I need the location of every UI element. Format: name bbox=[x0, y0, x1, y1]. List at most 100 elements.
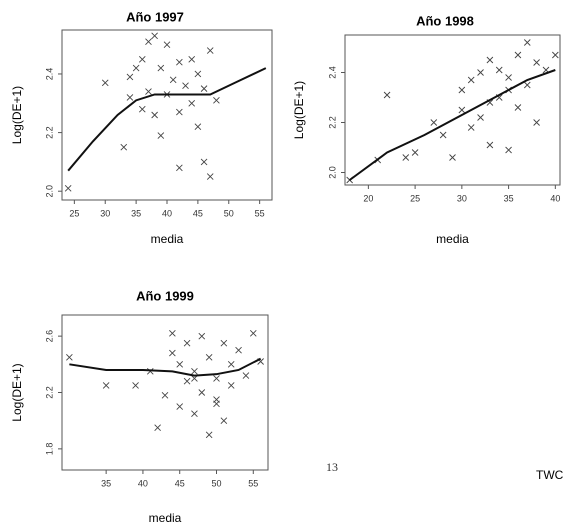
chart-title: Año 1997 bbox=[126, 9, 184, 24]
point bbox=[169, 329, 176, 337]
x-tick-label: 30 bbox=[100, 208, 110, 218]
y-tick-label: 2.0 bbox=[44, 185, 54, 198]
x-tick-label: 45 bbox=[175, 478, 185, 488]
point bbox=[161, 391, 169, 399]
point bbox=[154, 424, 161, 432]
point bbox=[514, 51, 522, 59]
point bbox=[176, 164, 183, 172]
x-axis-label: media bbox=[151, 232, 184, 246]
point bbox=[64, 184, 72, 192]
point bbox=[182, 82, 189, 90]
point bbox=[183, 377, 191, 385]
x-tick-label: 30 bbox=[457, 193, 467, 203]
point bbox=[235, 346, 242, 354]
point bbox=[552, 51, 559, 59]
x-axis-label: media bbox=[436, 232, 469, 246]
point bbox=[486, 141, 494, 149]
point bbox=[176, 58, 183, 66]
point bbox=[120, 143, 128, 151]
x-tick-label: 25 bbox=[69, 208, 79, 218]
point bbox=[533, 59, 540, 66]
y-tick-label: 2.2 bbox=[44, 126, 54, 139]
point bbox=[157, 132, 165, 139]
x-tick-label: 45 bbox=[193, 208, 203, 218]
x-tick-label: 40 bbox=[550, 193, 560, 203]
point bbox=[523, 39, 531, 46]
point bbox=[477, 114, 484, 121]
point bbox=[206, 47, 214, 54]
point bbox=[439, 131, 447, 139]
y-tick-label: 2.2 bbox=[44, 386, 54, 399]
point bbox=[138, 105, 146, 113]
y-tick-label: 1.8 bbox=[44, 443, 54, 456]
point bbox=[176, 108, 183, 116]
y-tick-label: 2.4 bbox=[44, 68, 54, 81]
point bbox=[458, 86, 466, 94]
point bbox=[505, 74, 512, 81]
chart-title: Año 1998 bbox=[416, 13, 474, 28]
point bbox=[227, 382, 235, 389]
point bbox=[126, 73, 134, 81]
point bbox=[486, 56, 494, 64]
point bbox=[402, 154, 410, 161]
footer: TWC bbox=[536, 468, 564, 482]
point bbox=[151, 32, 158, 40]
point bbox=[458, 106, 466, 114]
point bbox=[66, 353, 73, 361]
y-axis-label: Log(DE+1) bbox=[292, 81, 306, 139]
x-tick-label: 35 bbox=[131, 208, 141, 218]
point bbox=[176, 403, 184, 410]
point bbox=[194, 123, 202, 131]
point bbox=[514, 104, 522, 111]
point bbox=[242, 372, 250, 379]
smooth-line bbox=[349, 69, 556, 181]
point bbox=[191, 368, 198, 375]
point bbox=[249, 329, 257, 337]
point bbox=[151, 111, 158, 119]
point bbox=[467, 76, 475, 84]
y-axis-label: Log(DE+1) bbox=[10, 86, 24, 144]
point bbox=[191, 410, 198, 417]
point bbox=[169, 349, 176, 357]
plot-frame bbox=[344, 34, 561, 186]
smooth-line bbox=[67, 67, 267, 172]
point bbox=[188, 99, 196, 107]
chart-title: Año 1999 bbox=[136, 288, 194, 303]
x-tick-label: 50 bbox=[211, 478, 221, 488]
point bbox=[495, 66, 503, 74]
point bbox=[449, 154, 456, 161]
page-number: 13 bbox=[326, 460, 338, 474]
x-tick-label: 35 bbox=[504, 193, 514, 203]
point bbox=[126, 94, 134, 101]
x-tick-label: 40 bbox=[162, 208, 172, 218]
point bbox=[188, 55, 196, 63]
point bbox=[194, 70, 202, 78]
point bbox=[213, 400, 220, 408]
smooth-line bbox=[69, 357, 262, 377]
point bbox=[132, 382, 139, 389]
point bbox=[383, 91, 391, 99]
point bbox=[213, 97, 220, 104]
point bbox=[163, 41, 171, 48]
point bbox=[198, 332, 206, 340]
point bbox=[523, 81, 531, 89]
point bbox=[102, 382, 110, 389]
point bbox=[505, 146, 512, 154]
point bbox=[200, 85, 208, 92]
point bbox=[157, 64, 165, 72]
point bbox=[183, 339, 191, 347]
point bbox=[205, 431, 213, 439]
y-tick-label: 2.4 bbox=[327, 66, 337, 79]
y-axis-label: Log(DE+1) bbox=[10, 363, 24, 421]
x-tick-label: 50 bbox=[224, 208, 234, 218]
point bbox=[220, 417, 228, 425]
y-tick-label: 2.2 bbox=[327, 116, 337, 129]
point bbox=[101, 79, 109, 87]
point bbox=[138, 55, 146, 63]
point bbox=[220, 339, 228, 347]
point bbox=[200, 158, 208, 166]
point bbox=[227, 360, 235, 368]
x-tick-label: 40 bbox=[138, 478, 148, 488]
